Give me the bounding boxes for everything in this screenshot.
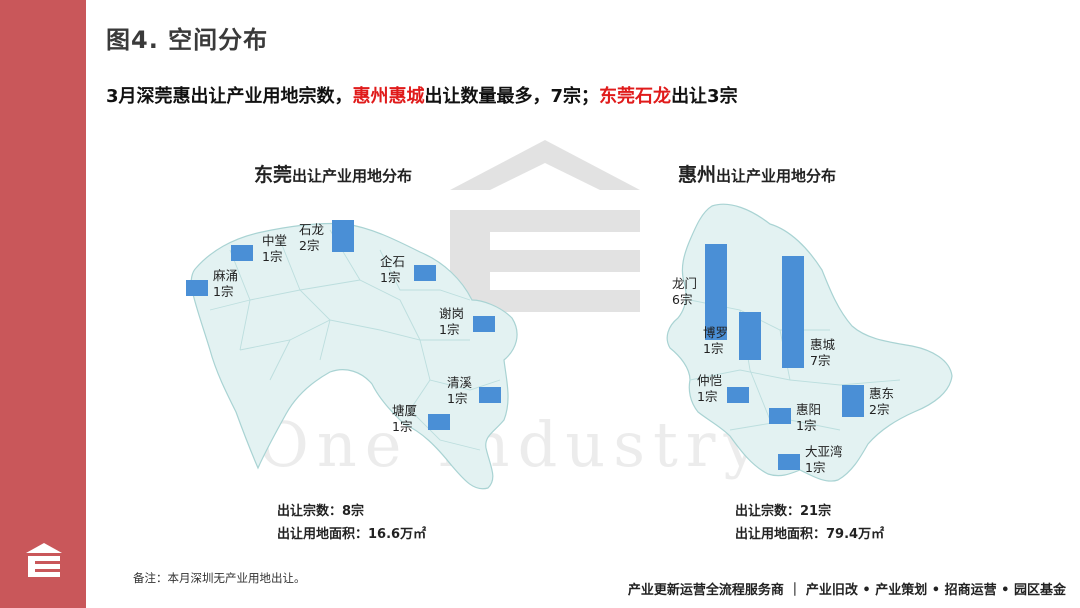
headline-highlight-shilong: 东莞石龙	[599, 86, 672, 107]
bar-category-label: 大亚湾	[805, 444, 843, 459]
dongguan-stat-area-value: 16.6万㎡	[368, 527, 427, 542]
bar-1-3	[727, 387, 749, 403]
bar-value-label: 1宗	[805, 460, 825, 475]
bar-value-label: 2宗	[869, 402, 889, 417]
dongguan-title-suffix: 出让产业用地分布	[292, 167, 413, 185]
bar-category-label: 企石	[380, 254, 405, 269]
bar-1-5	[842, 385, 864, 417]
huizhou-stat-area: 出让用地面积：79.4万㎡	[735, 523, 884, 542]
bar-value-label: 1宗	[213, 284, 233, 299]
bar-1-6	[778, 454, 800, 470]
huizhou-stat-count-label: 出让宗数：	[735, 504, 801, 519]
headline: 3月深莞惠出让产业用地宗数，惠州惠城出让数量最多，7宗；东莞石龙出让3宗	[106, 82, 738, 108]
huizhou-stat-area-label: 出让用地面积：	[735, 527, 827, 542]
bar-1-4	[769, 408, 791, 424]
dongguan-stat-area-label: 出让用地面积：	[277, 527, 369, 542]
bar-0-5	[479, 387, 501, 403]
bar-value-label: 6宗	[672, 292, 692, 307]
bar-value-label: 2宗	[299, 238, 319, 253]
bar-value-label: 1宗	[697, 389, 717, 404]
headline-part3: 出让3宗	[671, 86, 738, 107]
bar-category-label: 惠城	[810, 337, 836, 352]
headline-part2: 出让数量最多，7宗；	[424, 86, 600, 107]
bar-value-label: 1宗	[380, 270, 400, 285]
bar-category-label: 仲恺	[697, 373, 722, 388]
bar-category-label: 谢岗	[439, 306, 464, 321]
bar-category-label: 中堂	[262, 233, 287, 248]
huizhou-stat-count: 出让宗数：21宗	[735, 500, 831, 519]
company-logo-icon	[26, 543, 62, 577]
dongguan-stat-area: 出让用地面积：16.6万㎡	[277, 523, 426, 542]
left-accent-band	[0, 0, 86, 608]
bar-0-0	[186, 280, 208, 296]
dongguan-title-city: 东莞	[254, 164, 293, 186]
bar-value-label: 1宗	[447, 391, 467, 406]
bar-value-label: 1宗	[703, 341, 723, 356]
bar-value-label: 1宗	[796, 418, 816, 433]
page-title: 图4. 空间分布	[106, 26, 269, 54]
dongguan-stat-count-label: 出让宗数：	[277, 504, 343, 519]
headline-part1: 3月深莞惠出让产业用地宗数，	[106, 86, 353, 107]
watermark-text: One Industry	[258, 408, 767, 481]
dongguan-stat-count: 出让宗数：8宗	[277, 500, 364, 519]
footer-slogan: 产业更新运营全流程服务商 ｜ 产业旧改 • 产业策划 • 招商运营 • 园区基金	[627, 583, 1066, 598]
bar-category-label: 塘厦	[392, 403, 417, 418]
dongguan-map-title: 东莞出让产业用地分布	[254, 160, 412, 187]
bar-value-label: 1宗	[439, 322, 459, 337]
bar-value-label: 1宗	[262, 249, 282, 264]
huizhou-map-title: 惠州出让产业用地分布	[678, 160, 836, 187]
bar-1-1	[739, 312, 761, 360]
bar-1-0	[705, 244, 727, 340]
bar-category-label: 清溪	[447, 375, 473, 390]
bar-1-2	[782, 256, 804, 368]
huizhou-title-suffix: 出让产业用地分布	[716, 167, 837, 185]
bar-0-6	[428, 414, 450, 430]
huizhou-stat-area-value: 79.4万㎡	[826, 527, 885, 542]
huizhou-stat-count-value: 21宗	[800, 504, 832, 519]
footnote: 备注：本月深圳无产业用地出让。	[133, 571, 306, 585]
huizhou-title-city: 惠州	[678, 164, 717, 186]
bar-category-label: 龙门	[672, 276, 697, 291]
bar-category-label: 博罗	[703, 325, 728, 340]
dongguan-map	[190, 222, 518, 490]
bar-0-2	[332, 220, 354, 252]
bar-0-1	[231, 245, 253, 261]
dongguan-stat-count-value: 8宗	[342, 504, 365, 519]
bar-category-label: 惠阳	[796, 402, 821, 417]
bar-category-label: 石龙	[299, 222, 324, 237]
bar-value-label: 1宗	[392, 419, 412, 434]
bar-category-label: 惠东	[869, 386, 894, 401]
headline-highlight-huicheng: 惠州惠城	[352, 86, 425, 107]
bar-category-label: 麻涌	[213, 268, 238, 283]
bar-0-3	[414, 265, 436, 281]
bar-value-label: 7宗	[810, 353, 830, 368]
bar-0-4	[473, 316, 495, 332]
